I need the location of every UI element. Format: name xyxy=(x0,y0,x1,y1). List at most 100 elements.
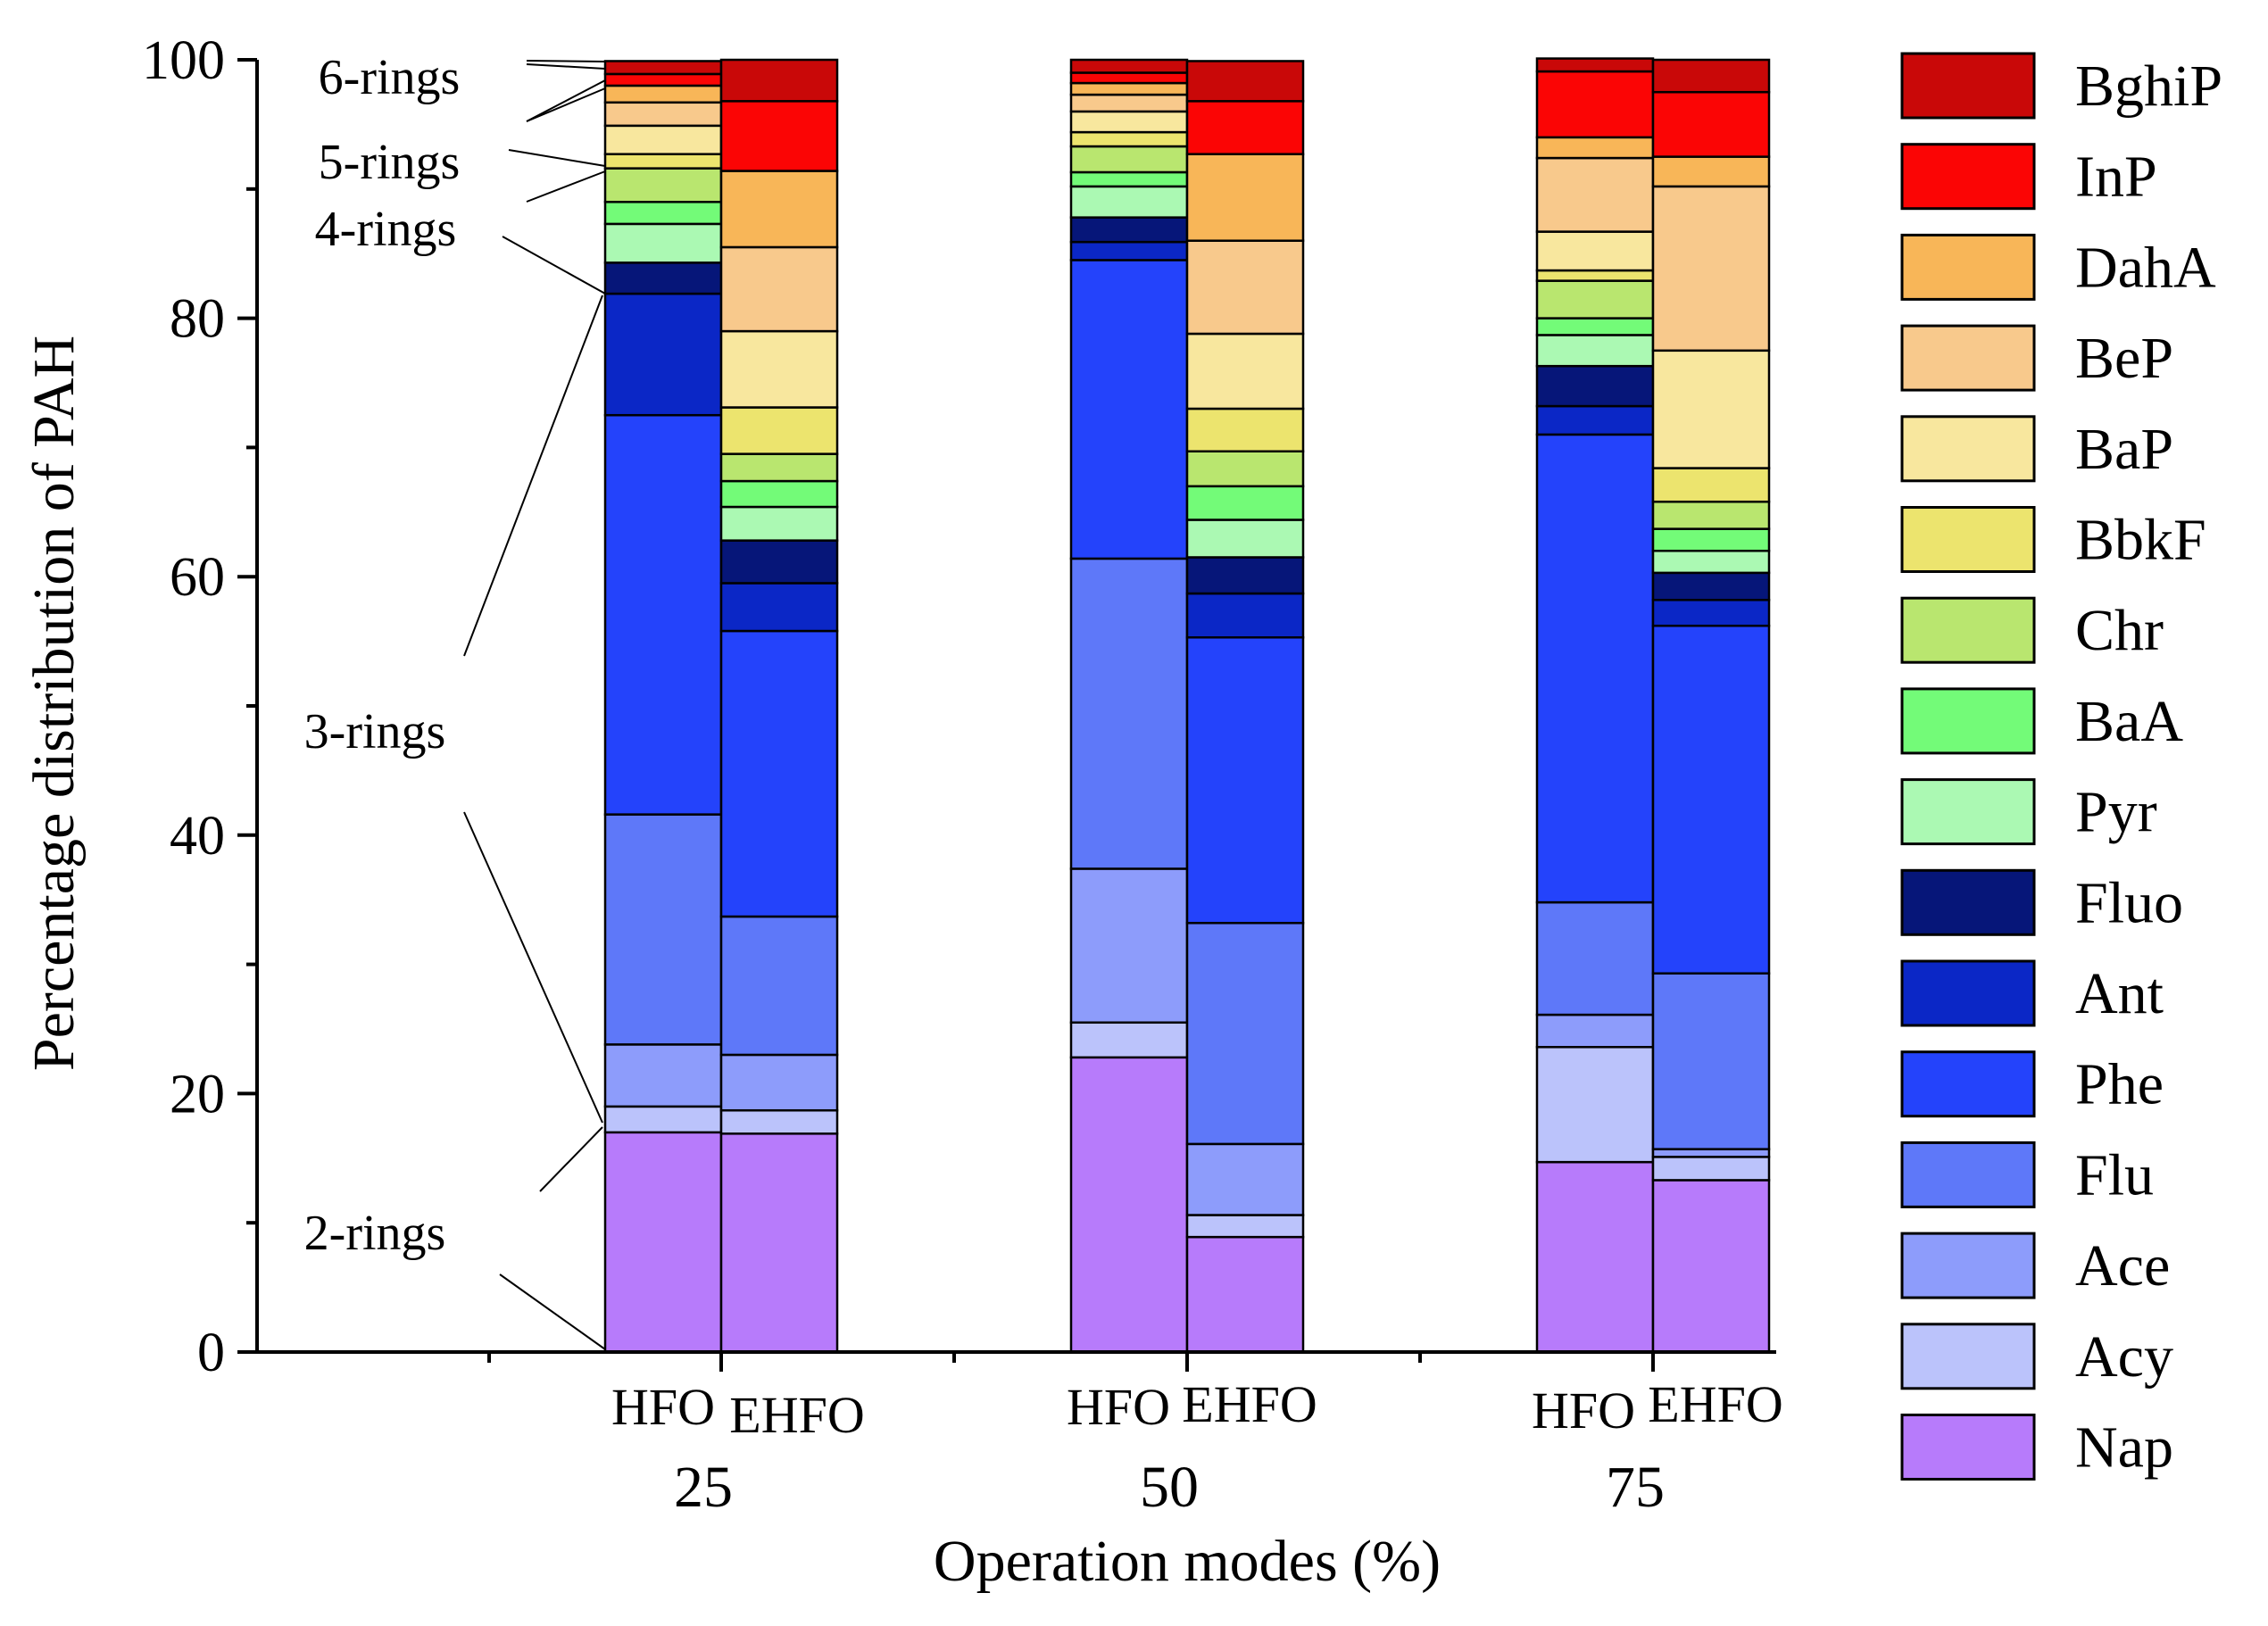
y-tick-label: 20 xyxy=(170,1064,225,1124)
legend-label-inp: InP xyxy=(2075,145,2157,210)
bar-segment-bap-hfo-25 xyxy=(603,124,723,155)
legend-label-chr: Chr xyxy=(2075,598,2164,663)
annotation-leader-line xyxy=(526,170,606,203)
bar-segment-bbkf-ehfo-50 xyxy=(1185,407,1305,452)
ring-label-2-rings: 2-rings xyxy=(304,1206,446,1261)
bar-segment-phe-hfo-50 xyxy=(1069,259,1189,560)
annotation-leader-line xyxy=(463,811,603,1124)
bar-segment-fluo-hfo-50 xyxy=(1069,216,1189,244)
bar-segment-bbkf-hfo-75 xyxy=(1535,269,1655,282)
bar-segment-daha-hfo-50 xyxy=(1069,81,1189,96)
bar-segment-ant-ehfo-75 xyxy=(1651,599,1771,627)
annotation-leader-line xyxy=(463,295,603,657)
bar-segment-daha-ehfo-75 xyxy=(1651,155,1771,188)
bar-segment-bghip-hfo-75 xyxy=(1535,57,1655,73)
annotation-leader-line xyxy=(508,149,606,167)
bar-segment-baa-ehfo-75 xyxy=(1651,527,1771,552)
bar-segment-pyr-hfo-25 xyxy=(603,222,723,264)
bar-segment-phe-ehfo-75 xyxy=(1651,624,1771,975)
bar-segment-flu-hfo-25 xyxy=(603,813,723,1046)
bar-segment-flu-hfo-75 xyxy=(1535,900,1655,1016)
group-label-75: 75 xyxy=(1606,1455,1665,1520)
bar-segment-fluo-ehfo-75 xyxy=(1651,571,1771,601)
bar-segment-bghip-ehfo-75 xyxy=(1651,58,1771,94)
bar-segment-ant-hfo-75 xyxy=(1535,404,1655,436)
bar-segment-flu-ehfo-75 xyxy=(1651,972,1771,1150)
bar-segment-inp-hfo-50 xyxy=(1069,71,1189,85)
y-tick-label: 60 xyxy=(170,547,225,608)
legend-label-fluo: Fluo xyxy=(2075,870,2183,935)
bar-segment-chr-ehfo-50 xyxy=(1185,450,1305,488)
bar-segment-daha-ehfo-25 xyxy=(719,170,839,249)
bar-segment-pyr-ehfo-25 xyxy=(719,505,839,542)
bar-segment-chr-hfo-50 xyxy=(1069,145,1189,174)
bar-segment-phe-hfo-25 xyxy=(603,413,723,816)
bar-segment-bghip-ehfo-25 xyxy=(719,58,839,103)
bar-segment-bep-ehfo-50 xyxy=(1185,239,1305,336)
y-axis-title: Percentage distribution of PAH xyxy=(21,336,87,1071)
y-tick-label: 100 xyxy=(142,30,225,91)
legend-label-ant: Ant xyxy=(2075,961,2164,1026)
bar-segment-bbkf-hfo-25 xyxy=(603,153,723,170)
bar-segment-chr-ehfo-25 xyxy=(719,452,839,483)
legend-swatch-acy xyxy=(1900,1323,2036,1390)
bar-segment-ace-ehfo-75 xyxy=(1651,1148,1771,1158)
legend-swatch-fluo xyxy=(1900,868,2036,936)
legend-label-baa: BaA xyxy=(2075,689,2183,754)
bar-segment-bep-ehfo-25 xyxy=(719,245,839,333)
bar-segment-ant-ehfo-25 xyxy=(719,582,839,633)
bar-segment-bap-hfo-50 xyxy=(1069,110,1189,134)
ring-label-5-rings: 5-rings xyxy=(319,135,461,190)
bar-segment-pyr-ehfo-50 xyxy=(1185,518,1305,559)
legend-label-ace: Ace xyxy=(2075,1233,2170,1298)
bar-segment-bbkf-ehfo-25 xyxy=(719,406,839,455)
legend-label-bep: BeP xyxy=(2075,326,2173,391)
ring-label-6-rings: 6-rings xyxy=(319,50,461,105)
y-tick-label: 0 xyxy=(197,1323,225,1383)
bar-segment-flu-ehfo-50 xyxy=(1185,922,1305,1146)
y-axis: 0 20 40 60 80 100 xyxy=(142,30,259,1383)
bar-segment-fluo-hfo-75 xyxy=(1535,364,1655,408)
bar-segment-bap-ehfo-75 xyxy=(1651,349,1771,469)
bar-segment-inp-hfo-25 xyxy=(603,72,723,87)
annotation-leader-line xyxy=(499,1273,606,1350)
annotation-leader-line xyxy=(526,63,606,70)
annotation-leader-line xyxy=(526,79,606,122)
annotation-leader-line xyxy=(526,87,606,122)
bar-segment-bghip-hfo-50 xyxy=(1069,58,1189,74)
bar-label-hfo-75: HFO xyxy=(1532,1381,1635,1439)
bar-segment-ace-ehfo-50 xyxy=(1185,1142,1305,1216)
legend-label-flu: Flu xyxy=(2075,1142,2154,1207)
bar-segment-baa-ehfo-25 xyxy=(719,479,839,509)
legend-label-bap: BaP xyxy=(2075,417,2173,482)
bar-segment-baa-hfo-25 xyxy=(603,201,723,226)
group-label-50: 50 xyxy=(1140,1455,1199,1520)
bar-segment-phe-hfo-75 xyxy=(1535,433,1655,904)
bar-segment-bbkf-ehfo-75 xyxy=(1651,467,1771,503)
bar-segment-bbkf-hfo-50 xyxy=(1069,130,1189,148)
legend-swatch-ant xyxy=(1900,959,2036,1027)
bar-label-hfo-50: HFO xyxy=(1067,1378,1170,1436)
legend-swatch-nap xyxy=(1900,1414,2036,1481)
bar-segment-ant-hfo-50 xyxy=(1069,240,1189,261)
annotation-leader-line xyxy=(526,60,606,62)
y-tick-label: 80 xyxy=(170,289,225,350)
ring-label-3-rings: 3-rings xyxy=(304,704,446,759)
bar-segment-flu-hfo-50 xyxy=(1069,557,1189,870)
annotation-leader-line xyxy=(502,236,606,295)
y-tick-label: 40 xyxy=(170,806,225,867)
group-label-25: 25 xyxy=(674,1455,733,1520)
bar-segment-ace-ehfo-25 xyxy=(719,1053,839,1112)
bar-segment-inp-ehfo-75 xyxy=(1651,90,1771,158)
bar-label-ehfo-25: EHFO xyxy=(729,1386,864,1444)
legend-label-nap: Nap xyxy=(2075,1415,2173,1481)
bar-label-ehfo-75: EHFO xyxy=(1648,1375,1782,1433)
bar-segment-baa-hfo-50 xyxy=(1069,170,1189,188)
bar-segment-phe-ehfo-25 xyxy=(719,629,839,918)
bar-segment-chr-hfo-25 xyxy=(603,167,723,203)
bar-segment-bap-ehfo-25 xyxy=(719,329,839,409)
bar-segment-daha-ehfo-50 xyxy=(1185,153,1305,242)
bar-segment-daha-hfo-25 xyxy=(603,84,723,104)
